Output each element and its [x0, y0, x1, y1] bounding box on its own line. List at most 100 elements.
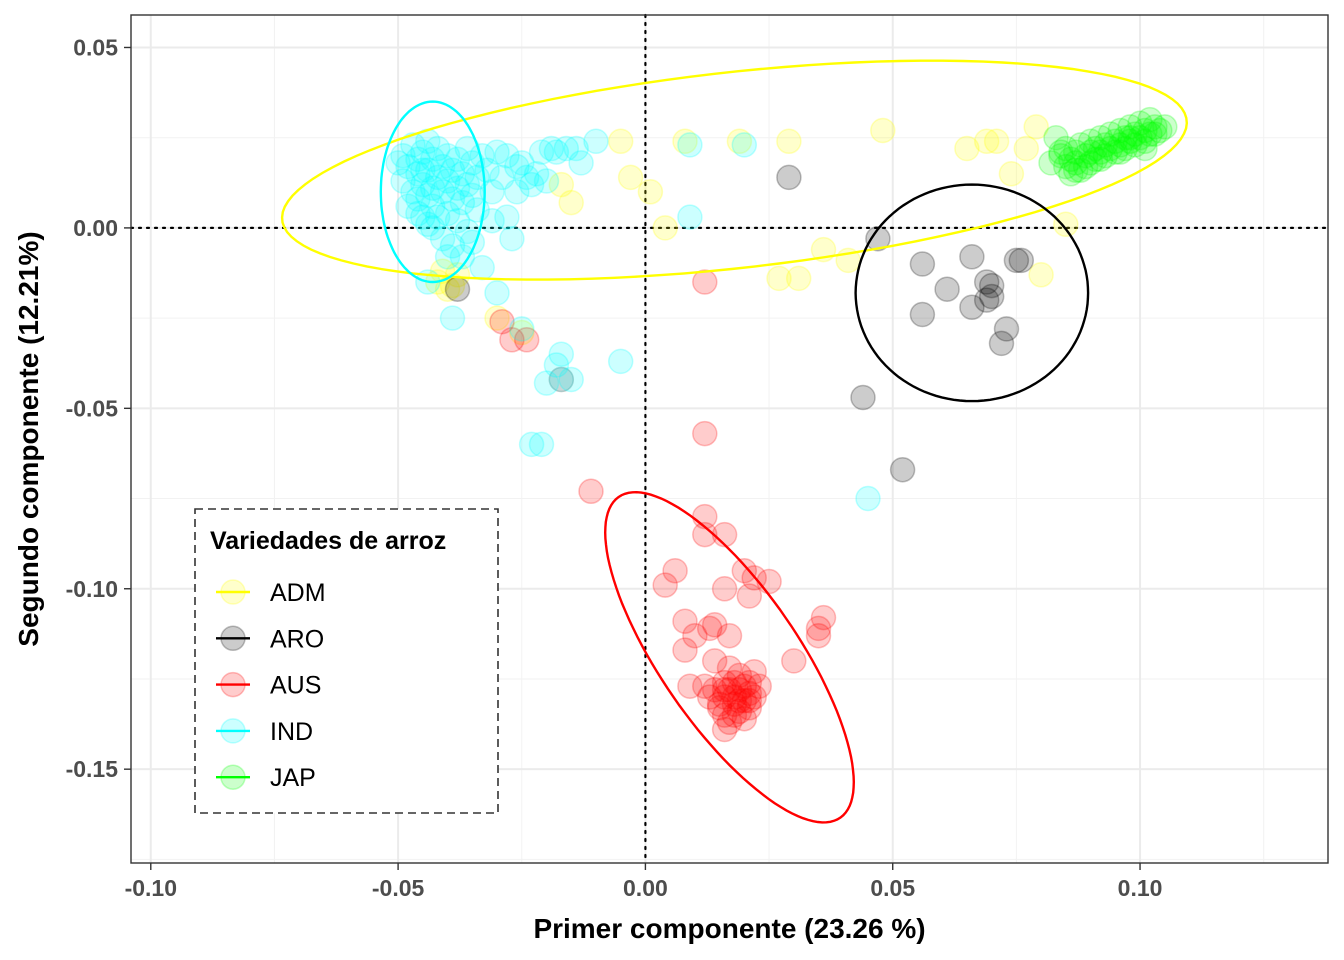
data-point-ind: [543, 352, 570, 378]
data-point-aus: [706, 691, 733, 717]
data-point-aro: [993, 316, 1020, 342]
x-tick-label: 0.05: [870, 875, 915, 901]
ellipse-adm: [280, 59, 1189, 281]
data-point-ind: [518, 171, 545, 198]
data-point-ind: [415, 182, 441, 209]
data-point-adm: [444, 262, 471, 288]
data-point-ind: [499, 225, 525, 252]
data-point-aus: [578, 478, 604, 505]
data-point-aus: [672, 637, 698, 663]
data-point-jap: [1077, 150, 1104, 176]
data-point-aus: [696, 615, 723, 642]
data-point-jap: [1137, 106, 1163, 133]
data-point-ind: [484, 139, 510, 165]
data-point-aus: [706, 695, 733, 721]
data-point-adm: [672, 128, 698, 155]
data-point-ind: [459, 150, 486, 176]
data-point-jap: [1142, 121, 1168, 147]
data-point-jap: [1152, 114, 1178, 140]
legend-label: AUS: [270, 672, 321, 700]
data-point-aus: [692, 673, 718, 699]
data-point-jap: [1122, 121, 1148, 147]
data-point-ind: [395, 153, 421, 180]
data-point-aus: [711, 716, 738, 743]
data-point-aus: [721, 702, 748, 728]
data-point-jap: [1062, 157, 1089, 183]
data-point-aus: [489, 308, 515, 335]
data-point-jap: [1087, 146, 1114, 173]
data-point-ind: [400, 179, 426, 205]
data-point-adm: [870, 117, 896, 144]
data-point-aus: [731, 705, 758, 732]
data-point-jap: [1097, 121, 1124, 147]
data-point-ind: [405, 146, 431, 173]
data-point-aus: [731, 687, 758, 714]
data-point-aus: [652, 572, 678, 598]
data-point-adm: [484, 305, 510, 331]
data-point-aus: [736, 583, 763, 609]
data-point-aus: [711, 521, 738, 548]
data-point-aus: [781, 648, 807, 674]
data-point-aus: [741, 658, 767, 685]
data-point-ind: [469, 254, 495, 281]
legend-label: JAP: [270, 764, 316, 792]
data-point-ind: [553, 135, 580, 162]
data-point-adm: [607, 128, 634, 155]
data-point-ind: [479, 179, 505, 205]
data-point-aus: [701, 612, 728, 638]
ellipse-aro: [854, 183, 1090, 403]
data-point-jap: [1117, 114, 1143, 140]
data-point-adm: [1023, 114, 1049, 140]
data-point-adm: [954, 135, 980, 162]
data-point-ind: [583, 128, 609, 155]
y-tick-label: -0.05: [66, 395, 119, 421]
data-point-aus: [711, 669, 738, 696]
data-point-ind: [410, 204, 436, 230]
data-point-aus: [677, 673, 703, 699]
data-point-ind: [533, 370, 560, 396]
data-point-ind: [489, 164, 515, 191]
data-point-ind: [410, 139, 436, 165]
x-tick-label: 0.10: [1118, 875, 1163, 901]
data-point-jap: [1092, 132, 1119, 158]
data-point-aus: [692, 269, 718, 295]
data-point-jap: [1058, 161, 1084, 187]
axis-ticks: -0.10 -0.05 0.00 0.05 0.10 -0.15 -0.10 -0.05 0.0…: [66, 34, 1163, 901]
data-point-aro: [934, 276, 960, 302]
data-point-aus: [716, 709, 743, 736]
data-point-aus: [721, 691, 748, 717]
data-point-adm: [766, 265, 792, 292]
data-point-jap: [1107, 132, 1134, 158]
confidence-ellipses: [280, 59, 1189, 824]
data-point-ind: [424, 135, 451, 162]
data-point-adm: [998, 161, 1025, 187]
data-point-aus: [499, 327, 525, 353]
legend-box: [194, 508, 499, 814]
data-point-aus: [721, 684, 748, 710]
data-point-ind: [434, 142, 461, 169]
data-point-jap: [1082, 135, 1109, 162]
data-point-jap: [1077, 139, 1104, 165]
data-point-aus: [662, 557, 688, 584]
data-point-aro: [978, 272, 1005, 299]
data-point-aro: [959, 294, 985, 321]
data-point-aro: [973, 287, 1000, 313]
data-point-jap: [1147, 117, 1173, 144]
data-point-ind: [444, 175, 471, 201]
legend-items: ADM ARO AUS IND JAP: [216, 579, 326, 792]
data-point-adm: [637, 179, 664, 205]
data-point-ind: [429, 179, 456, 205]
legend-label: ADM: [270, 579, 326, 607]
data-point-ind: [504, 179, 530, 205]
data-point-aus: [692, 420, 718, 447]
data-point-ind: [504, 153, 530, 180]
data-point-jap: [1142, 114, 1168, 140]
data-point-aus: [726, 677, 753, 703]
data-point-ind: [509, 150, 535, 176]
data-point-ind: [444, 146, 471, 173]
data-point-jap: [1082, 146, 1109, 173]
data-point-ind: [494, 142, 520, 169]
data-point-aro: [889, 456, 916, 483]
data-point-aro: [988, 330, 1015, 357]
